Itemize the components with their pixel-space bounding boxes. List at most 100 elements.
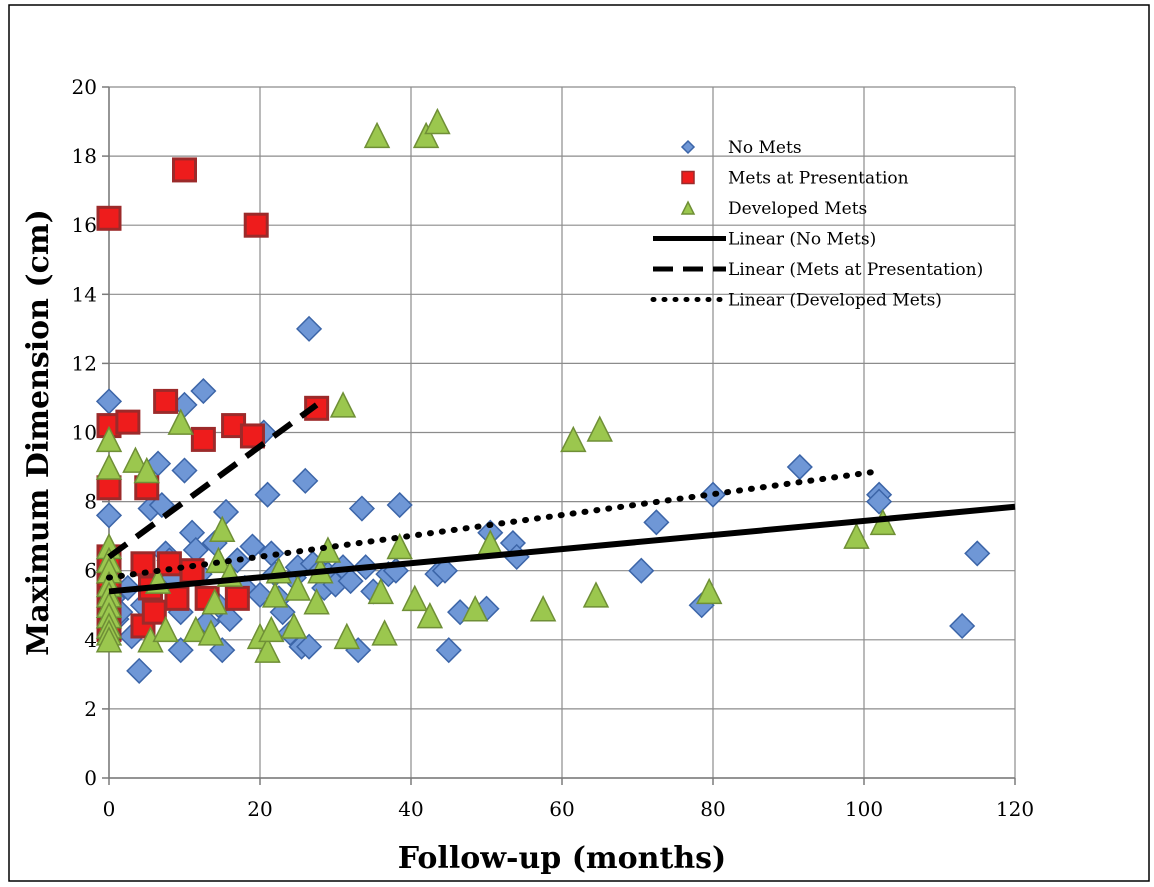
point-no-mets [296, 633, 323, 660]
point-developed-mets [371, 619, 398, 646]
point-no-mets [292, 467, 319, 494]
tick-labels: 0 2 4 6 8 10 12 14 16 18 20 0 20 40 60 80 100 120 [72, 75, 1035, 821]
point-developed-mets [258, 615, 285, 643]
point-developed-mets [209, 515, 236, 542]
point-developed-mets [416, 601, 444, 629]
legend-marker-no-mets [680, 139, 696, 155]
point-no-mets [786, 453, 813, 481]
y-tick-label: 18 [72, 144, 97, 168]
legend: No Mets Mets at Presentation Developed Met… [650, 138, 983, 311]
point-mets-at-presentation [96, 475, 122, 501]
point-mets-at-presentation [153, 388, 179, 414]
x-axis-title: Follow-up (months) [398, 841, 727, 876]
point-developed-mets [843, 522, 870, 549]
point-no-mets [337, 568, 364, 595]
point-developed-mets [280, 612, 308, 639]
point-no-mets [95, 502, 123, 529]
point-no-mets [628, 557, 655, 584]
y-tick-label: 0 [84, 766, 97, 790]
legend-label-linear-developed-mets-: Linear (Developed Mets) [728, 291, 942, 311]
point-developed-mets [386, 532, 413, 560]
point-no-mets [254, 481, 281, 508]
point-developed-mets [529, 595, 557, 622]
point-mets-at-presentation [224, 585, 250, 611]
point-developed-mets [696, 577, 723, 605]
point-developed-mets [461, 595, 489, 622]
y-tick-label: 20 [72, 75, 97, 99]
x-tick-label: 0 [103, 797, 116, 821]
point-mets-at-presentation [172, 157, 197, 183]
point-developed-mets [261, 581, 289, 608]
point-mets-at-presentation [239, 423, 265, 449]
point-developed-mets [586, 415, 613, 442]
point-mets-at-presentation [115, 409, 141, 435]
y-tick-label: 10 [72, 421, 97, 445]
point-no-mets [866, 488, 893, 515]
point-no-mets [949, 612, 976, 640]
legend-label-linear-no-mets-: Linear (No Mets) [728, 230, 876, 250]
legend-label-linear-mets-at-presentation-: Linear (Mets at Presentation) [728, 260, 983, 280]
point-developed-mets [152, 615, 179, 643]
point-no-mets [435, 637, 462, 664]
y-tick-label: 16 [72, 213, 97, 237]
x-tick-label: 40 [398, 797, 423, 821]
point-developed-mets [303, 588, 330, 615]
point-developed-mets [95, 425, 123, 453]
point-developed-mets [412, 121, 440, 149]
point-no-mets [171, 457, 198, 484]
point-mets-at-presentation [96, 205, 122, 231]
point-mets-at-presentation [179, 558, 205, 584]
y-axis-title: Maximum Dimension (cm) [21, 209, 56, 656]
y-tick-label: 12 [72, 351, 97, 375]
y-tick-label: 2 [84, 697, 97, 721]
legend-marker-developed-mets [680, 200, 696, 215]
point-developed-mets [367, 577, 395, 605]
point-no-mets [643, 509, 670, 536]
y-tick-label: 14 [72, 282, 97, 306]
trendline-linear-developed-mets- [106, 469, 875, 581]
point-developed-mets [254, 636, 281, 663]
point-developed-mets [122, 446, 149, 473]
legend-label-mets-at-presentation: Mets at Presentation [728, 169, 909, 189]
point-developed-mets [560, 425, 587, 453]
point-no-mets [126, 657, 153, 684]
x-tick-label: 60 [549, 797, 574, 821]
legend-label-no-mets: No Mets [728, 138, 802, 158]
point-no-mets [386, 491, 413, 519]
y-tick-label: 4 [84, 628, 97, 652]
x-tick-label: 100 [845, 797, 883, 821]
legend-label-developed-mets: Developed Mets [728, 199, 867, 219]
x-tick-label: 20 [247, 797, 272, 821]
point-no-mets [296, 315, 323, 342]
trendline-linear-mets-at-presentation- [107, 402, 319, 560]
x-tick-label: 120 [996, 797, 1034, 821]
point-mets-at-presentation [141, 599, 167, 625]
point-developed-mets [133, 456, 160, 484]
point-developed-mets [182, 615, 210, 643]
point-developed-mets [333, 622, 361, 650]
point-no-mets [348, 495, 375, 522]
point-developed-mets [363, 121, 391, 149]
point-developed-mets [197, 619, 225, 646]
point-developed-mets [582, 581, 610, 608]
trendline-linear-no-mets- [108, 503, 1016, 595]
point-no-mets [431, 557, 459, 584]
point-developed-mets [167, 408, 194, 435]
y-tick-label: 8 [84, 490, 97, 514]
point-mets-at-presentation [190, 426, 216, 452]
point-developed-mets [329, 391, 357, 418]
legend-marker-mets-at-presentation [681, 170, 695, 185]
point-developed-mets [95, 626, 123, 653]
point-no-mets [167, 637, 194, 664]
y-tick-label: 6 [84, 559, 97, 583]
x-tick-label: 80 [700, 797, 725, 821]
trendlines [106, 402, 1016, 595]
point-developed-mets [424, 107, 451, 135]
point-developed-mets [201, 588, 228, 615]
point-mets-at-presentation [243, 212, 269, 238]
point-no-mets [964, 540, 991, 567]
point-developed-mets [95, 453, 123, 480]
point-no-mets [190, 377, 217, 405]
